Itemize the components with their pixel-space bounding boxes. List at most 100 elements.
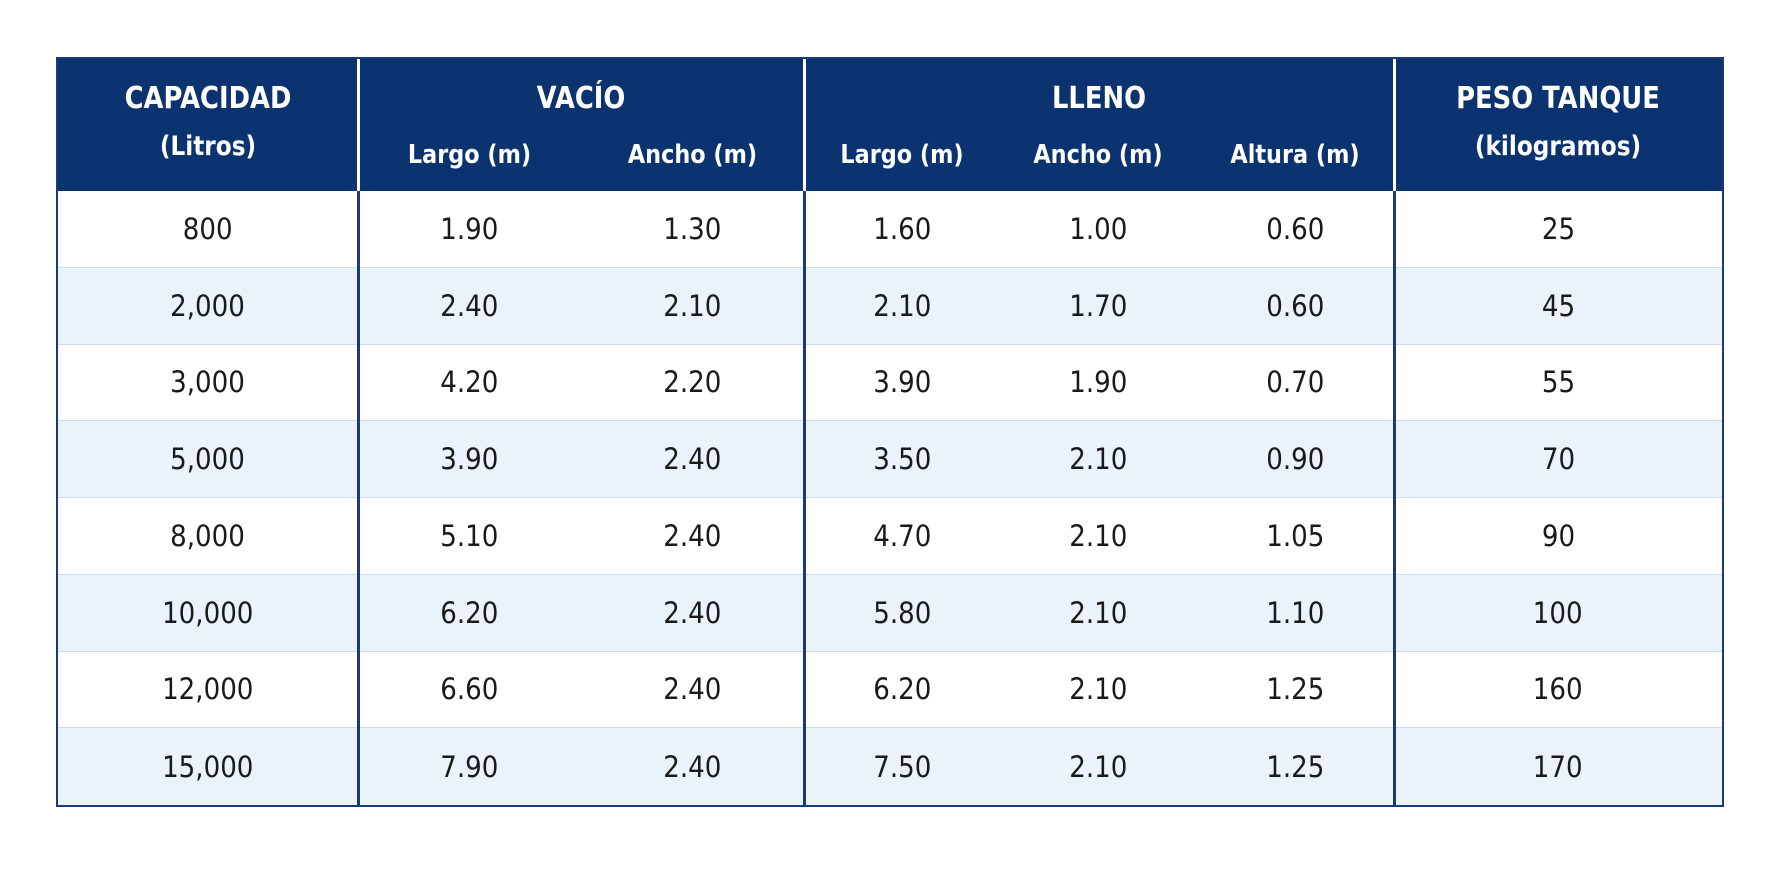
table-cell: 1.00 (1000, 191, 1196, 267)
table-body: 800 1.90 1.30 1.60 1.00 0.60 25 2,000 2.40 2.10 2.… (58, 191, 1722, 805)
cell-value: 6.20 (440, 595, 499, 630)
table-cell: 3.50 (804, 421, 1000, 497)
cell-value: 6.60 (440, 672, 499, 707)
table-cell: 5.80 (804, 575, 1000, 651)
table-cell: 2.10 (581, 268, 804, 344)
cell-value: 3,000 (170, 365, 246, 400)
table-cell: 15,000 (58, 728, 358, 805)
header-peso-title: PESO TANQUE (1456, 81, 1660, 116)
table-cell: 3.90 (804, 345, 1000, 421)
cell-value: 2.40 (663, 749, 722, 784)
table-cell: 800 (58, 191, 358, 267)
cell-value: 1.90 (1068, 365, 1128, 400)
cell-value: 1.25 (1265, 672, 1325, 707)
table-cell: 170 (1394, 728, 1722, 805)
cell-value: 45 (1541, 288, 1575, 323)
table-cell: 160 (1394, 652, 1722, 728)
cell-value: 10,000 (162, 595, 254, 630)
table-cell: 7.90 (358, 728, 581, 805)
cell-value: 2.10 (872, 288, 932, 323)
cell-value: 0.60 (1265, 288, 1325, 323)
table-row: 5,000 3.90 2.40 3.50 2.10 0.90 70 (58, 421, 1722, 498)
cell-value: 1.05 (1265, 518, 1325, 553)
table-cell: 6.60 (358, 652, 581, 728)
table-cell: 10,000 (58, 575, 358, 651)
cell-value: 2.10 (1068, 518, 1128, 553)
table-cell: 0.90 (1196, 421, 1394, 497)
cell-value: 2.10 (1068, 442, 1128, 477)
cell-value: 1.00 (1068, 211, 1128, 246)
cell-value: 2.10 (1068, 749, 1128, 784)
body-divider (803, 191, 806, 805)
body-divider (1393, 191, 1396, 805)
cell-value: 6.20 (872, 672, 932, 707)
table-cell: 6.20 (804, 652, 1000, 728)
table-cell: 1.25 (1196, 652, 1394, 728)
header-lleno: LLENO (804, 59, 1394, 191)
table-row: 8,000 5.10 2.40 4.70 2.10 1.05 90 (58, 498, 1722, 575)
cell-value: 1.10 (1265, 595, 1325, 630)
cell-value: 12,000 (162, 672, 254, 707)
cell-value: 0.90 (1265, 442, 1325, 477)
table-cell: 2.40 (581, 728, 804, 805)
col-vacio-largo: Largo (m) (407, 140, 532, 170)
table-cell: 2.40 (581, 421, 804, 497)
table-cell: 2.40 (581, 575, 804, 651)
table-cell: 1.10 (1196, 575, 1394, 651)
cell-value: 1.90 (440, 211, 499, 246)
cell-value: 2.10 (1068, 672, 1128, 707)
body-divider (357, 191, 360, 805)
header-vacio-title: VACÍO (536, 81, 626, 116)
table-cell: 3,000 (58, 345, 358, 421)
table-cell: 55 (1394, 345, 1722, 421)
table-cell: 2.10 (1000, 498, 1196, 574)
table-cell: 2.40 (358, 268, 581, 344)
cell-value: 5.10 (440, 518, 499, 553)
col-lleno-largo: Largo (m) (840, 140, 964, 170)
header-peso: PESO TANQUE (kilogramos) (1394, 59, 1722, 191)
cell-value: 70 (1541, 442, 1575, 477)
cell-value: 1.70 (1068, 288, 1128, 323)
cell-value: 100 (1533, 595, 1583, 630)
table-cell: 12,000 (58, 652, 358, 728)
cell-value: 2.40 (663, 595, 722, 630)
table-cell: 2.40 (581, 652, 804, 728)
cell-value: 7.50 (872, 749, 932, 784)
table-cell: 0.60 (1196, 191, 1394, 267)
table-cell: 2.10 (1000, 728, 1196, 805)
table-cell: 2.10 (1000, 575, 1196, 651)
table-cell: 0.70 (1196, 345, 1394, 421)
table-row: 3,000 4.20 2.20 3.90 1.90 0.70 55 (58, 345, 1722, 422)
table-cell: 8,000 (58, 498, 358, 574)
table-cell: 1.05 (1196, 498, 1394, 574)
table-cell: 45 (1394, 268, 1722, 344)
table-cell: 2,000 (58, 268, 358, 344)
table-row: 800 1.90 1.30 1.60 1.00 0.60 25 (58, 191, 1722, 268)
cell-value: 2.40 (663, 442, 722, 477)
table-cell: 4.20 (358, 345, 581, 421)
cell-value: 4.70 (872, 518, 932, 553)
header-capacidad: CAPACIDAD (Litros) (58, 59, 358, 191)
col-lleno-altura: Altura (m) (1230, 140, 1360, 170)
table-cell: 1.60 (804, 191, 1000, 267)
cell-value: 5.80 (872, 595, 932, 630)
table-cell: 4.70 (804, 498, 1000, 574)
table-header: CAPACIDAD (Litros) VACÍO Largo (m) Ancho… (58, 59, 1722, 191)
cell-value: 0.70 (1265, 365, 1325, 400)
header-capacidad-subtitle: (Litros) (159, 131, 257, 162)
table-row: 12,000 6.60 2.40 6.20 2.10 1.25 160 (58, 652, 1722, 729)
cell-value: 3.50 (872, 442, 932, 477)
header-lleno-title: LLENO (1051, 81, 1147, 116)
cell-value: 2.20 (663, 365, 722, 400)
table-cell: 2.10 (804, 268, 1000, 344)
table-cell: 5.10 (358, 498, 581, 574)
cell-value: 1.30 (663, 211, 722, 246)
cell-value: 90 (1541, 518, 1575, 553)
table-row: 10,000 6.20 2.40 5.80 2.10 1.10 100 (58, 574, 1722, 652)
header-divider (1393, 59, 1396, 191)
cell-value: 0.60 (1265, 211, 1325, 246)
table-cell: 0.60 (1196, 268, 1394, 344)
table-cell: 100 (1394, 575, 1722, 651)
table-cell: 5,000 (58, 421, 358, 497)
cell-value: 1.60 (872, 211, 932, 246)
